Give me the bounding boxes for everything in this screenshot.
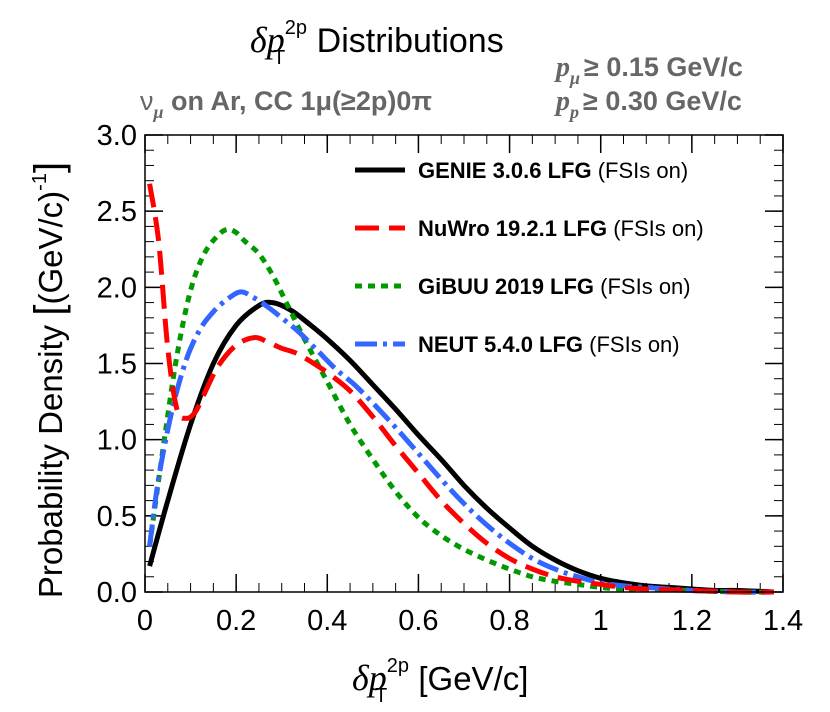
series-group [147,183,775,595]
legend-entry-gibuu: GiBUU 2019 LFG (FSIs on) [418,274,691,299]
y-axis-unit: (GeV/c) [32,191,69,305]
x-tick-label: 0.6 [398,605,438,637]
legend-entry-nuwro: NuWro 19.2.1 LFG (FSIs on) [418,216,704,241]
series-line-gibuu [147,226,774,595]
y-axis-bracket-open: [ [27,305,71,316]
legend-model-name: GENIE 3.0.6 LFG [418,158,592,183]
y-tick-label: 1.5 [97,349,137,381]
y-tick-label: 2.5 [97,196,137,228]
series-line-nuwro [147,183,774,595]
y-axis-unit-exponent: -1 [29,173,51,191]
cut-muon-text: ≥ 0.15 GeV/c [584,52,743,82]
y-tick-label: 2.0 [97,272,137,304]
cut-muon-momentum: pμ ≥ 0.15 GeV/c [554,52,743,88]
cut-muon-sub: μ [569,68,580,88]
cut-proton-var: p [554,86,570,117]
y-tick-label: 0.0 [97,577,137,609]
cut-muon-var: p [554,52,570,83]
subtitle-process: νμ on Ar, CC 1μ(≥2p)0π [140,86,432,122]
y-tick-label: 1.0 [97,425,137,457]
x-axis-variable: δp [352,658,387,698]
legend-model-name: NuWro 19.2.1 LFG [418,216,607,241]
legend-fsi-note: (FSIs on) [592,158,689,183]
cut-proton-sub: p [568,102,579,122]
cut-proton-text: ≥ 0.30 GeV/c [583,86,742,116]
x-tick-label: 0.8 [489,605,529,637]
legend-fsi-note: (FSIs on) [583,332,680,357]
subtitle-process-text: on Ar, CC 1μ(≥2p)0π [164,86,433,116]
x-axis-title: δp2p T [GeV/c] [352,655,528,707]
cut-proton-momentum: pp ≥ 0.30 GeV/c [554,86,742,122]
y-axis-bracket-close: ] [27,162,71,173]
subtitle-neutrino: ν [140,86,154,116]
legend-model-name: GiBUU 2019 LFG [418,274,594,299]
title-text: Distributions [307,22,504,60]
legend-entry-genie: GENIE 3.0.6 LFG (FSIs on) [418,158,688,183]
chart-title: δp2p T Distributions [250,17,504,69]
x-tick-label: 1.2 [672,605,712,637]
frame-group [144,134,784,593]
legend-fsi-note: (FSIs on) [594,274,691,299]
y-axis-title-text: Probability Density [32,316,69,598]
legend-entry-neut: NEUT 5.4.0 LFG (FSIs on) [418,332,680,357]
plot-frame [144,134,784,593]
y-tick-label: 0.5 [97,501,137,533]
x-tick-label: 0.4 [307,605,347,637]
title-variable: δp [250,20,285,60]
x-axis-subscript: T [375,685,387,707]
x-axis-unit: [GeV/c] [409,660,528,697]
title-superscript: 2p [285,17,307,39]
title-subscript: T [273,47,285,69]
svg-text:Probability Density [(GeV/c)-1: Probability Density [(GeV/c)-1] [27,162,71,598]
subtitle-neutrino-flavor: μ [153,102,164,122]
x-axis-superscript: 2p [387,655,409,677]
legend-model-name: NEUT 5.4.0 LFG [418,332,583,357]
axes-group: 0.0 0.5 1.0 1.5 2.0 2.5 3.0 0 0.2 0.4 0.6 0.8 1 1.2 1.… [97,120,803,637]
y-tick-label: 3.0 [97,120,137,152]
y-axis-title: Probability Density [(GeV/c)-1] [27,162,71,598]
legend-fsi-note: (FSIs on) [607,216,704,241]
x-tick-label: 0.2 [216,605,256,637]
x-tick-label: 0 [137,605,153,637]
x-tick-label: 1.4 [763,605,803,637]
legend: GENIE 3.0.6 LFG (FSIs on)NuWro 19.2.1 LF… [355,158,704,357]
x-tick-label: 1 [593,605,609,637]
